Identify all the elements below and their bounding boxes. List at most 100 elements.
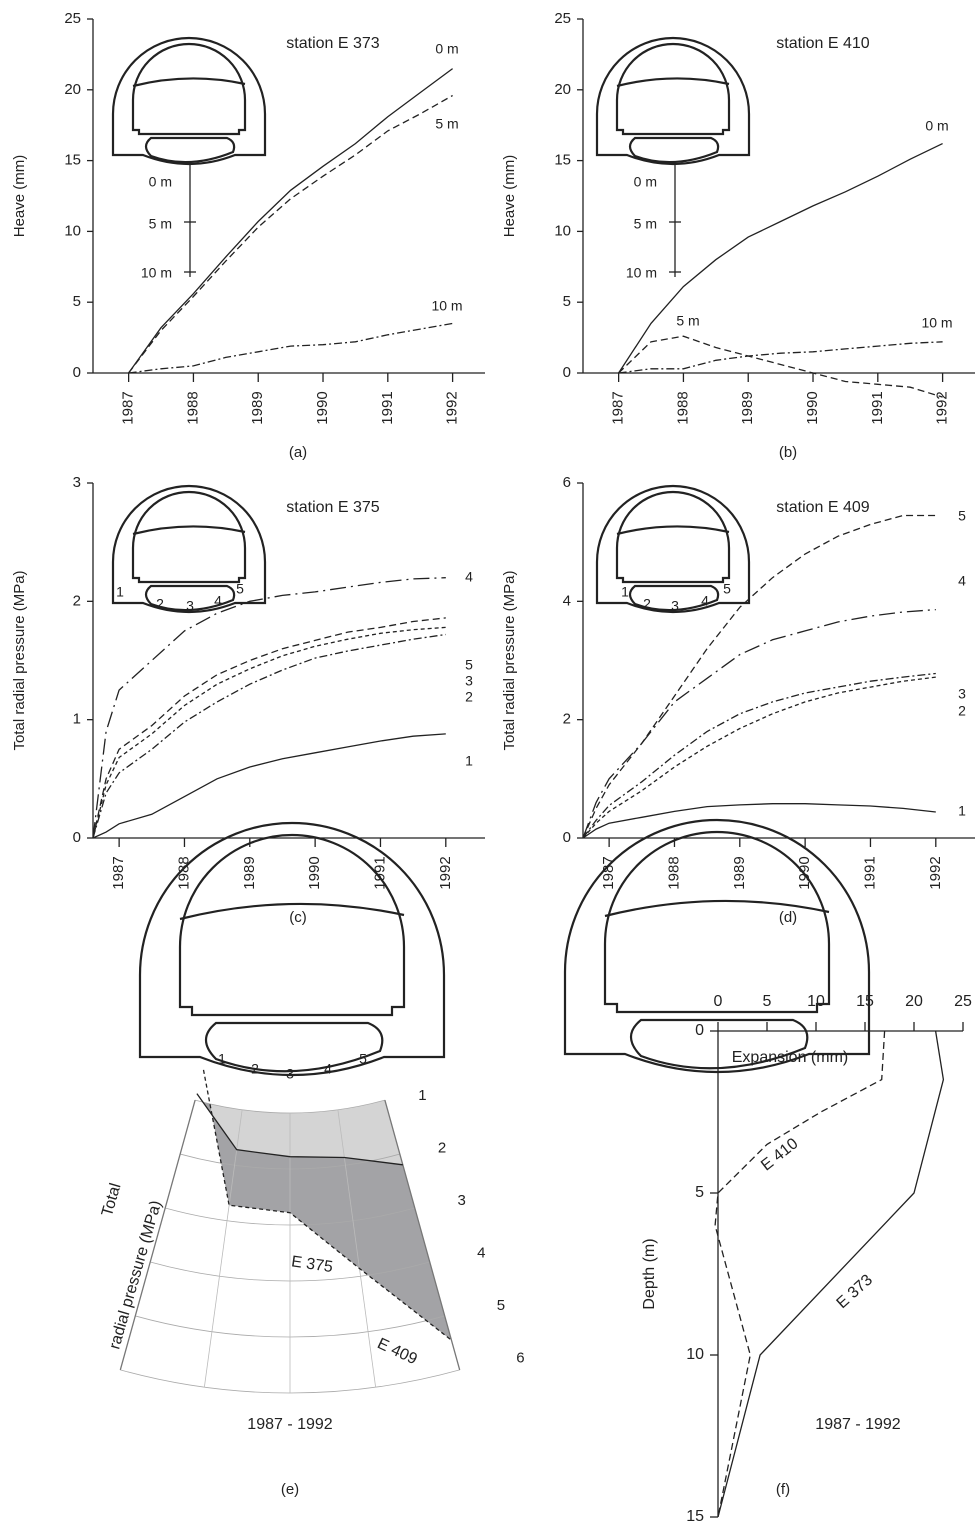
- y-tick-label: 0: [563, 364, 571, 381]
- series-label: 2: [465, 689, 473, 705]
- tunnel-section: [111, 36, 267, 166]
- station-title: station E 409: [776, 499, 870, 516]
- y-tick-label: 20: [64, 81, 81, 98]
- series-label: 10 m: [431, 298, 462, 314]
- y-tick-label: 15: [64, 152, 81, 169]
- x-tick-label: 1992: [444, 391, 461, 424]
- x-tick-label: 15: [856, 993, 874, 1010]
- y-axis-label: Total radial pressure (MPa): [501, 570, 518, 750]
- series-line: [582, 803, 936, 839]
- x-tick-label: 1992: [934, 391, 951, 424]
- x-tick-label: 1989: [241, 856, 258, 889]
- y-tick-label: 15: [554, 152, 571, 169]
- x-tick-label: 1987: [120, 391, 137, 424]
- cell-label: 2: [643, 596, 651, 612]
- y-tick-label: 10: [554, 222, 571, 239]
- depth-label: 0 m: [634, 174, 657, 190]
- cell-label: 2: [156, 596, 164, 612]
- panel-label: (c): [289, 909, 307, 926]
- r-tick-label: 1: [418, 1087, 426, 1104]
- panel-label: (d): [779, 909, 797, 926]
- r-tick-label: 6: [516, 1349, 524, 1366]
- series-label: E 375: [290, 1253, 334, 1276]
- y-tick-label: 5: [73, 293, 81, 310]
- axis-label: Total: [99, 1181, 125, 1218]
- grid-spoke: [337, 1109, 377, 1388]
- series-label: 4: [465, 569, 473, 585]
- x-tick-label: 20: [905, 993, 923, 1010]
- cell-label: 3: [186, 598, 194, 614]
- panel-label: (f): [776, 1481, 790, 1498]
- x-tick-label: 1990: [306, 856, 323, 889]
- fan-edge: [119, 1099, 196, 1371]
- series-label: 3: [465, 673, 473, 689]
- y-tick-label: 15: [686, 1508, 704, 1525]
- series-line: [618, 341, 943, 374]
- y-tick-label: 25: [64, 10, 81, 27]
- y-axis-label: Heave (mm): [501, 155, 518, 238]
- x-tick-label: 1990: [314, 391, 331, 424]
- depth-label: 10 m: [626, 265, 657, 281]
- cell-label: 5: [236, 581, 244, 597]
- y-tick-label: 0: [73, 364, 81, 381]
- r-tick-label: 2: [438, 1140, 446, 1157]
- series-line: [92, 577, 446, 839]
- y-tick-label: 3: [73, 474, 81, 491]
- series-label: 3: [958, 686, 966, 702]
- cell-label: 5: [723, 581, 731, 597]
- series-line: [92, 733, 446, 839]
- series-label: 4: [958, 573, 966, 589]
- x-tick-label: 1989: [731, 856, 748, 889]
- cell-label: 4: [214, 593, 222, 609]
- x-tick-label: 5: [763, 993, 772, 1010]
- series-line: [92, 633, 446, 839]
- x-axis-label: Expansion (mm): [732, 1049, 848, 1066]
- x-tick-label: 1987: [110, 856, 127, 889]
- axis-label: radial pressure (MPa): [106, 1199, 165, 1352]
- y-tick-label: 0: [563, 829, 571, 846]
- series-label: E 410: [758, 1135, 802, 1174]
- x-tick-label: 1990: [804, 391, 821, 424]
- x-tick-label: 1988: [184, 391, 201, 424]
- x-tick-label: 1991: [861, 856, 878, 889]
- tunnel-section: [595, 36, 751, 166]
- x-tick-label: 1988: [665, 856, 682, 889]
- series-label: E 373: [834, 1271, 877, 1312]
- x-tick-label: 1991: [869, 391, 886, 424]
- x-tick-label: 1989: [249, 391, 266, 424]
- grid-spoke: [203, 1109, 243, 1388]
- r-tick-label: 4: [477, 1244, 485, 1261]
- station-title: station E 373: [286, 35, 380, 52]
- series-line: [714, 1030, 886, 1518]
- cell-label: 1: [218, 1051, 226, 1067]
- period-label: 1987 - 1992: [247, 1416, 333, 1433]
- y-tick-label: 5: [695, 1184, 704, 1201]
- series-label: 1: [465, 753, 473, 769]
- cell-label: 1: [621, 584, 629, 600]
- x-tick-label: 0: [714, 993, 723, 1010]
- series-label: 1: [958, 803, 966, 819]
- r-tick-label: 3: [457, 1192, 465, 1209]
- series-line: [196, 1093, 403, 1166]
- y-tick-label: 20: [554, 81, 571, 98]
- series-line: [717, 1030, 945, 1518]
- y-tick-label: 2: [563, 711, 571, 728]
- cell-label: 5: [359, 1051, 367, 1067]
- series-line: [582, 514, 936, 839]
- y-tick-label: 1: [73, 711, 81, 728]
- station-title: station E 410: [776, 35, 870, 52]
- panel-label: (a): [289, 444, 307, 461]
- grid-arc: [195, 1099, 385, 1114]
- series-label: E 409: [375, 1335, 420, 1368]
- cell-label: 4: [324, 1061, 332, 1077]
- cell-label: 3: [671, 598, 679, 614]
- r-tick-label: 5: [497, 1297, 505, 1314]
- depth-label: 5 m: [634, 216, 657, 232]
- series-label: 5: [958, 508, 966, 524]
- series-line: [128, 322, 453, 374]
- x-tick-label: 1992: [437, 856, 454, 889]
- y-tick-label: 2: [73, 592, 81, 609]
- period-label: 1987 - 1992: [815, 1416, 901, 1433]
- series-label: 5 m: [435, 116, 458, 132]
